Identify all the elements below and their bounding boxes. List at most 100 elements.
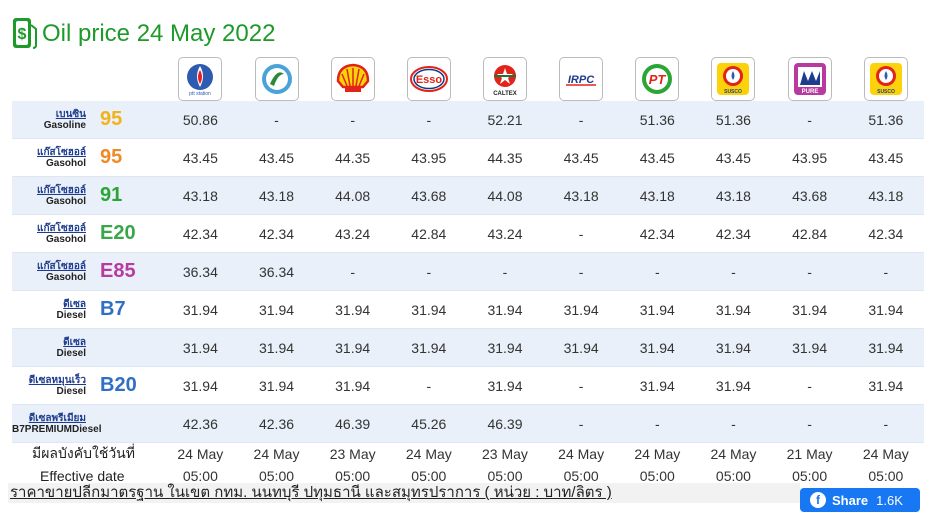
effective-date-cell: 24 May [847, 442, 924, 465]
pt-caption: PT [649, 72, 667, 87]
fuel-label-cell: ดีเซลหมุนเร็ว Diesel B20 [12, 366, 163, 405]
fuel-grade: B7 [100, 298, 126, 320]
fuel-english-name: Gasohol [45, 157, 86, 169]
share-count: 1.6K [876, 492, 903, 508]
effective-date-cell: 24 May [695, 442, 772, 465]
price-cell: 31.94 [390, 328, 467, 367]
facebook-icon: f [810, 492, 826, 508]
effective-time-cell: 05:00 [619, 465, 696, 487]
fuel-thai-name: ดีเซล [63, 298, 86, 310]
fuel-thai-name: ดีเซลหมุนเร็ว [28, 374, 86, 386]
esso-caption: Esso [416, 74, 443, 86]
effective-time-row: Effective date 05:00 05:00 05:00 05:00 05:00 0… [12, 465, 924, 487]
price-cell: - [314, 252, 391, 291]
price-cell: 43.45 [162, 138, 239, 177]
effective-date-cell: 23 May [314, 442, 391, 465]
price-cell: 31.94 [619, 366, 696, 405]
price-cell: - [695, 404, 772, 443]
fuel-thai-name: แก๊สโซฮอล์ [37, 222, 86, 234]
price-cell: 31.94 [847, 366, 924, 405]
fuel-english-name: Gasoline [43, 119, 86, 131]
fuel-row: แก๊สโซฮอล์ Gasohol 95 43.45 43.45 44.35 43.95 4… [12, 138, 924, 177]
fuel-grade: 95 [100, 108, 123, 130]
price-cell: - [543, 404, 620, 443]
price-cell: 31.94 [466, 366, 544, 405]
price-cell: 31.94 [466, 290, 544, 329]
price-cell: - [847, 404, 924, 443]
price-cell: 42.34 [619, 214, 696, 253]
price-cell: 31.94 [162, 290, 239, 329]
price-cell: - [543, 214, 620, 253]
facebook-share-button[interactable]: f Share 1.6K [800, 488, 920, 512]
price-cell: 44.08 [466, 176, 544, 215]
fuel-label-cell: ดีเซล Diesel B7 [12, 290, 163, 329]
fuel-pump-dollar-icon: $ [13, 18, 37, 49]
price-cell: - [771, 404, 848, 443]
price-cell: - [847, 252, 924, 291]
effective-time-cell: 05:00 [314, 465, 391, 487]
price-cell: 43.18 [847, 176, 924, 215]
effective-time-cell: 05:00 [543, 465, 620, 487]
price-cell: - [314, 101, 391, 139]
price-cell: - [238, 101, 315, 139]
fuel-name-stack: ดีเซลพรีเมียม B7PREMIUMDiesel [12, 412, 102, 435]
price-cell: 43.18 [695, 176, 772, 215]
effective-time-cell: 05:00 [695, 465, 772, 487]
pure-logo-icon: PURE [787, 56, 832, 101]
fuel-grade: E20 [100, 222, 136, 244]
price-cell: 42.84 [390, 214, 467, 253]
effective-date-cell: 24 May [238, 442, 315, 465]
price-cell: - [543, 366, 620, 405]
share-label: Share [832, 492, 869, 508]
corner-cell [12, 56, 162, 101]
effective-date-cell: 21 May [771, 442, 848, 465]
effective-time-cell: 05:00 [466, 465, 544, 487]
price-cell: 43.18 [619, 176, 696, 215]
fuel-row: แก๊สโซฮอล์ Gasohol E20 42.34 42.34 43.24 42.84… [12, 214, 924, 253]
price-cell: - [619, 252, 696, 291]
price-cell: 42.36 [238, 404, 315, 443]
fuel-grade: E85 [100, 260, 136, 282]
fuel-thai-name: แก๊สโซฮอล์ [37, 146, 86, 158]
fuel-name-stack: แก๊สโซฮอล์ Gasohol [12, 261, 100, 283]
fuel-thai-name: ดีเซลพรีเมียม [28, 412, 86, 424]
effective-date-cell: 24 May [162, 442, 239, 465]
price-cell: 31.94 [162, 366, 239, 405]
effective-time-cell: 05:00 [162, 465, 239, 487]
fuel-label: แก๊สโซฮอล์ Gasohol E20 [12, 215, 162, 252]
effective-label: Effective date [12, 465, 163, 487]
price-cell: 43.45 [847, 138, 924, 177]
price-cell: 43.95 [771, 138, 848, 177]
price-cell: 52.21 [466, 101, 544, 139]
price-cell: 44.35 [466, 138, 544, 177]
fuel-label-cell: ดีเซลพรีเมียม B7PREMIUMDiesel [12, 404, 163, 443]
fuel-label: ดีเซลหมุนเร็ว Diesel B20 [12, 367, 162, 404]
fuel-thai-name: แก๊สโซฮอล์ [37, 260, 86, 272]
fuel-english-name: Gasohol [45, 233, 86, 245]
fuel-label-cell: แก๊สโซฮอล์ Gasohol E85 [12, 252, 163, 291]
fuel-label-cell: แก๊สโซฮอล์ Gasohol E20 [12, 214, 163, 253]
price-cell: 31.94 [695, 290, 772, 329]
fuel-label-cell: ดีเซล Diesel [12, 328, 163, 367]
fuel-label-cell: แก๊สโซฮอล์ Gasohol 95 [12, 138, 163, 177]
fuel-name-stack: ดีเซลหมุนเร็ว Diesel [12, 375, 100, 397]
effective-time-cell: 05:00 [390, 465, 467, 487]
caltex-logo-icon: CALTEX [482, 56, 527, 101]
price-cell: 43.18 [162, 176, 239, 215]
price-cell: 31.94 [238, 328, 315, 367]
irpc-logo-icon: IRPC [559, 56, 604, 101]
brand-logo-row: ptt station Esso CALTEX IRPC PT SUSCO [12, 56, 924, 101]
price-cell: - [619, 404, 696, 443]
fuel-english-name: Gasohol [45, 195, 86, 207]
fuel-label-cell: เบนซิน Gasoline 95 [12, 101, 163, 139]
ptt-caption: ptt station [190, 91, 212, 97]
price-cell: 44.35 [314, 138, 391, 177]
fuel-row: ดีเซลพรีเมียม B7PREMIUMDiesel 42.36 42.36 46… [12, 404, 924, 443]
fuel-english-name: B7PREMIUMDiesel [12, 423, 102, 435]
footer-note: ราคาขายปลีกมาตรฐาน ในเขต กทม. นนทบุรี ปท… [8, 483, 800, 503]
price-cell: 44.08 [314, 176, 391, 215]
bangchak-logo-icon [254, 56, 299, 101]
effective-date-row: มีผลบังคับใช้วันที่ 24 May 24 May 23 May 24 … [12, 442, 924, 465]
susco-caption: SUSCO [725, 89, 743, 95]
fuel-name-stack: เบนซิน Gasoline [12, 109, 100, 131]
